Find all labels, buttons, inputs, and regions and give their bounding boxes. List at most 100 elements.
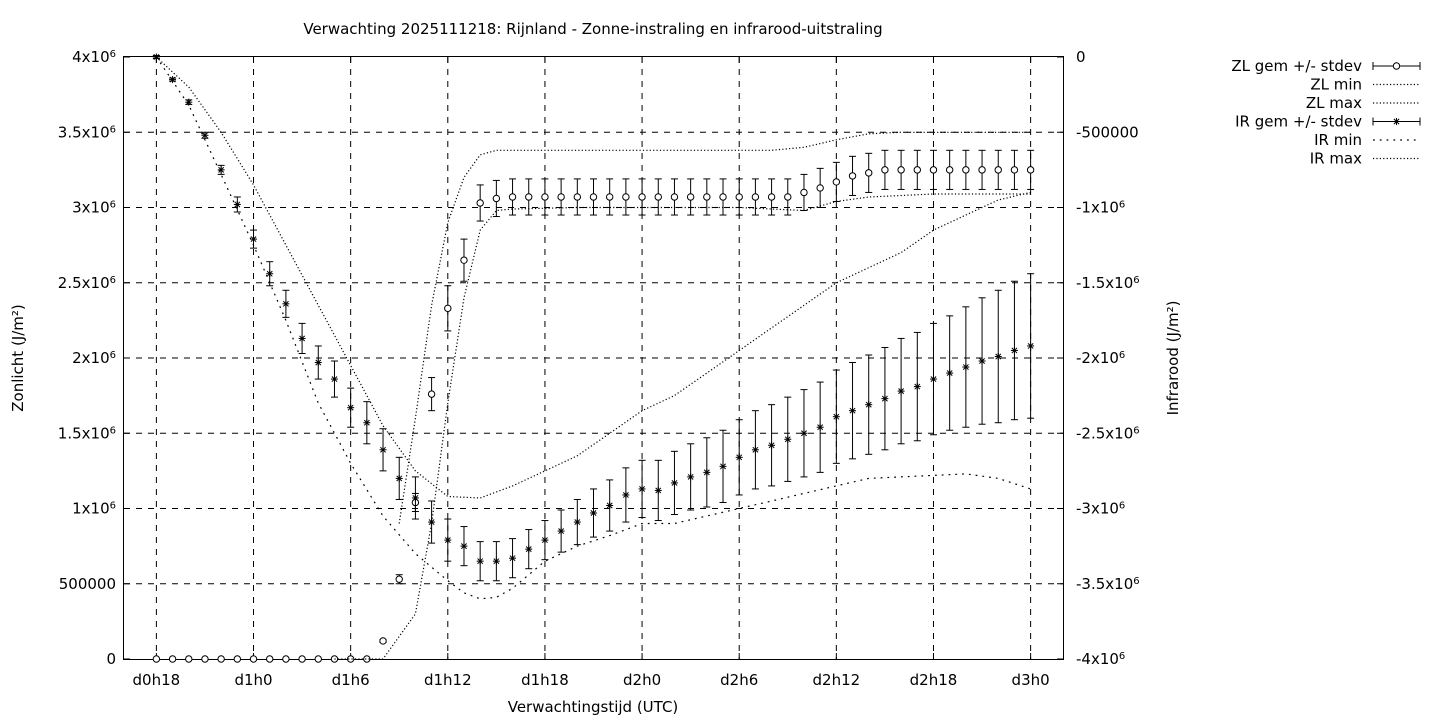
x-tick-label: d2h0 bbox=[623, 671, 661, 689]
ir-mean-point bbox=[169, 76, 177, 84]
ir-mean-point bbox=[606, 501, 614, 509]
zl-mean-point bbox=[638, 193, 646, 201]
series-0 bbox=[152, 149, 1035, 663]
zl-mean-point bbox=[703, 193, 711, 201]
y-tick-label: 2x106 bbox=[72, 349, 116, 367]
legend-item: ZL max bbox=[1306, 94, 1420, 112]
x-tick-label: d2h12 bbox=[813, 671, 861, 689]
ir-mean-point bbox=[978, 357, 986, 365]
ir-mean-point bbox=[784, 435, 792, 443]
y2-tick-label: 0 bbox=[1076, 48, 1086, 66]
y-tick-label: 2.5x106 bbox=[58, 274, 116, 292]
x-tick-label: d2h6 bbox=[720, 671, 758, 689]
ir-mean-point bbox=[1393, 118, 1400, 125]
zl-mean-point bbox=[622, 193, 630, 201]
series-3 bbox=[152, 53, 1035, 582]
x-tick-label: d0h18 bbox=[133, 671, 181, 689]
ir-mean-point bbox=[735, 453, 743, 461]
ir-mean-point bbox=[719, 462, 727, 470]
zl-mean-point bbox=[654, 193, 662, 201]
ir-mean-point bbox=[492, 557, 500, 565]
ir-mean-point bbox=[670, 479, 678, 487]
y2-tick-label: -3x106 bbox=[1076, 500, 1125, 518]
zl-mean-point bbox=[686, 193, 695, 201]
y-tick-label: 3x106 bbox=[72, 199, 116, 217]
zl-mean-point bbox=[460, 256, 468, 264]
ir-mean-point bbox=[314, 359, 322, 367]
legend-item: IR min bbox=[1314, 131, 1420, 149]
ir-mean-point bbox=[751, 446, 759, 454]
legend-label: ZL min bbox=[1310, 76, 1362, 94]
ir-mean-point bbox=[800, 429, 808, 437]
zl-mean-point bbox=[314, 655, 322, 663]
zl-mean-point bbox=[525, 193, 533, 201]
ir-mean-point bbox=[622, 491, 630, 499]
zl-mean-point bbox=[298, 655, 306, 663]
legend-label: ZL gem +/- stdev bbox=[1231, 57, 1362, 75]
zl-mean-point bbox=[346, 655, 355, 663]
zl-mean-point bbox=[476, 199, 484, 207]
zl-mean-point bbox=[233, 655, 242, 663]
zl-mean-point bbox=[929, 166, 938, 174]
zl-min-line bbox=[334, 193, 1031, 660]
y2-tick-label: -2.5x106 bbox=[1076, 424, 1140, 442]
ir-mean-point bbox=[946, 369, 954, 377]
ir-mean-point bbox=[476, 557, 484, 565]
ir-min-line bbox=[155, 56, 1031, 600]
zl-mean-point bbox=[249, 655, 258, 663]
legend-label: IR min bbox=[1314, 131, 1362, 149]
ir-mean-point bbox=[347, 404, 355, 412]
zl-mean-point bbox=[444, 304, 452, 313]
ir-mean-point bbox=[379, 446, 387, 454]
x-tick-label: d1h18 bbox=[521, 671, 569, 689]
ir-mean-point bbox=[250, 235, 258, 243]
ir-mean-point bbox=[330, 375, 338, 383]
zl-mean-point bbox=[913, 166, 921, 174]
ir-mean-point bbox=[1027, 342, 1035, 350]
zl-mean-point bbox=[832, 178, 841, 186]
zl-mean-point bbox=[881, 166, 889, 174]
zl-mean-point bbox=[670, 193, 679, 201]
zl-mean-point bbox=[379, 637, 387, 645]
zl-mean-point bbox=[395, 575, 403, 583]
ticks: d0h18 d1h0 d1h6 d1h12 d1h18 d2h0 d2h6 d2h12 d2h1… bbox=[58, 48, 1140, 689]
ir-mean-point bbox=[460, 542, 468, 550]
zl-mean-point bbox=[589, 193, 598, 201]
chart-title: Verwachting 2025111218: Rijnland - Zonne… bbox=[303, 20, 882, 38]
zl-mean-point bbox=[735, 193, 743, 201]
series-1 bbox=[334, 193, 1031, 660]
zl-mean-point bbox=[201, 655, 209, 663]
ir-mean-point bbox=[363, 419, 371, 427]
zl-mean-point bbox=[1010, 166, 1019, 174]
legend-item: ZL gem +/- stdev bbox=[1231, 57, 1421, 75]
ir-mean-point bbox=[1010, 346, 1018, 354]
ir-mean-point bbox=[929, 375, 937, 383]
ir-mean-point bbox=[703, 468, 711, 476]
zl-mean-point bbox=[767, 193, 776, 201]
y2-tick-label: -1.5x106 bbox=[1076, 274, 1140, 292]
legend-label: IR gem +/- stdev bbox=[1235, 113, 1362, 131]
series-layer bbox=[152, 53, 1035, 663]
zl-mean-point bbox=[865, 169, 873, 177]
zl-mean-point bbox=[557, 193, 565, 201]
zl-mean-point bbox=[185, 655, 193, 663]
ir-mean-point bbox=[994, 352, 1002, 360]
x-tick-label: d3h0 bbox=[1012, 671, 1050, 689]
zl-mean-point bbox=[848, 172, 857, 180]
ir-mean-point bbox=[590, 509, 597, 517]
zl-mean-point bbox=[784, 193, 792, 201]
legend-label: IR max bbox=[1310, 150, 1362, 168]
grid bbox=[124, 57, 1063, 659]
zl-mean-point bbox=[282, 655, 290, 663]
zl-mean-point bbox=[541, 193, 549, 201]
y-axis-label: Zonlicht (J/m²) bbox=[9, 304, 27, 412]
ir-mean-point bbox=[541, 536, 549, 544]
y-tick-label: 0 bbox=[106, 650, 116, 668]
x-tick-label: d1h12 bbox=[424, 671, 472, 689]
ir-mean-point bbox=[233, 200, 241, 208]
legend-label: ZL max bbox=[1306, 94, 1362, 112]
y-tick-label: 1.5x106 bbox=[58, 424, 116, 442]
x-axis-label: Verwachtingstijd (UTC) bbox=[508, 698, 679, 716]
plot-frame bbox=[123, 56, 1064, 660]
